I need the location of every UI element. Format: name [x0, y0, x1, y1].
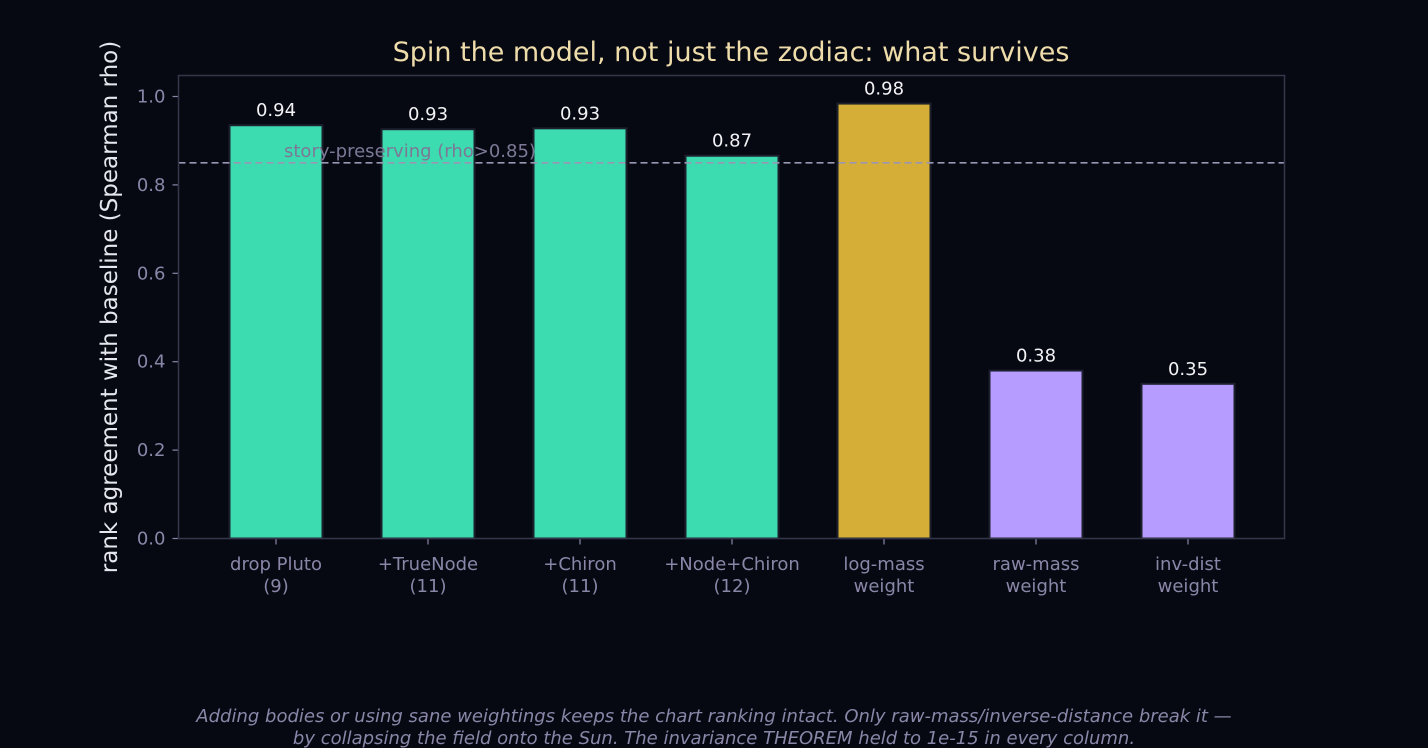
bar [1140, 382, 1236, 540]
x-tick-label: (11) [410, 576, 447, 597]
bar [988, 369, 1084, 540]
y-axis: 0.0 0.2 0.4 0.6 0.8 1.0 [137, 87, 179, 550]
x-tick-label: weight [1158, 576, 1219, 597]
bar [836, 102, 932, 540]
x-tick-label: (9) [263, 576, 289, 597]
value-label: 0.87 [712, 131, 752, 152]
x-tick-label: (11) [562, 576, 599, 597]
value-label: 0.93 [408, 104, 448, 125]
x-axis: drop Pluto(9)+TrueNode(11)+Chiron(11)+No… [230, 538, 1221, 597]
x-tick-label: +TrueNode [378, 554, 478, 575]
bar [684, 154, 780, 540]
y-tick-label: 0.0 [137, 529, 166, 550]
bars [228, 102, 1236, 540]
x-tick-label: weight [854, 576, 915, 597]
x-tick-label: raw-mass [993, 554, 1080, 575]
bar [380, 128, 476, 540]
y-tick-label: 0.2 [137, 440, 166, 461]
value-label: 0.93 [560, 103, 600, 124]
x-tick-label: weight [1006, 576, 1067, 597]
y-tick-label: 0.4 [137, 352, 166, 373]
bar [532, 127, 628, 540]
chart-title: Spin the model, not just the zodiac: wha… [393, 37, 1070, 68]
y-tick-label: 1.0 [137, 87, 166, 108]
value-label: 0.94 [256, 100, 296, 121]
axes-frame [177, 74, 1286, 540]
x-tick-label: inv-dist [1155, 554, 1221, 575]
value-label: 0.98 [864, 79, 904, 100]
y-axis-label: rank agreement with baseline (Spearman r… [97, 41, 123, 573]
x-tick-label: drop Pluto [230, 554, 322, 575]
value-label: 0.35 [1168, 359, 1208, 380]
value-labels: 0.94 0.93 0.93 0.87 0.98 0.38 0.35 [256, 79, 1208, 380]
value-label: 0.38 [1016, 346, 1056, 367]
caption-line-1: Adding bodies or using sane weightings k… [195, 706, 1231, 727]
reference-line-label: story-preserving (rho>0.85) [284, 141, 536, 162]
x-tick-label: (12) [714, 576, 751, 597]
caption-line-2: by collapsing the field onto the Sun. Th… [293, 728, 1135, 748]
x-tick-label: log-mass [843, 554, 924, 575]
reference-line-group: story-preserving (rho>0.85) [178, 141, 1285, 164]
x-tick-label: +Chiron [543, 554, 617, 575]
x-tick-label: +Node+Chiron [664, 554, 800, 575]
y-tick-label: 0.8 [137, 175, 166, 196]
bar [228, 124, 324, 540]
y-tick-label: 0.6 [137, 263, 166, 284]
